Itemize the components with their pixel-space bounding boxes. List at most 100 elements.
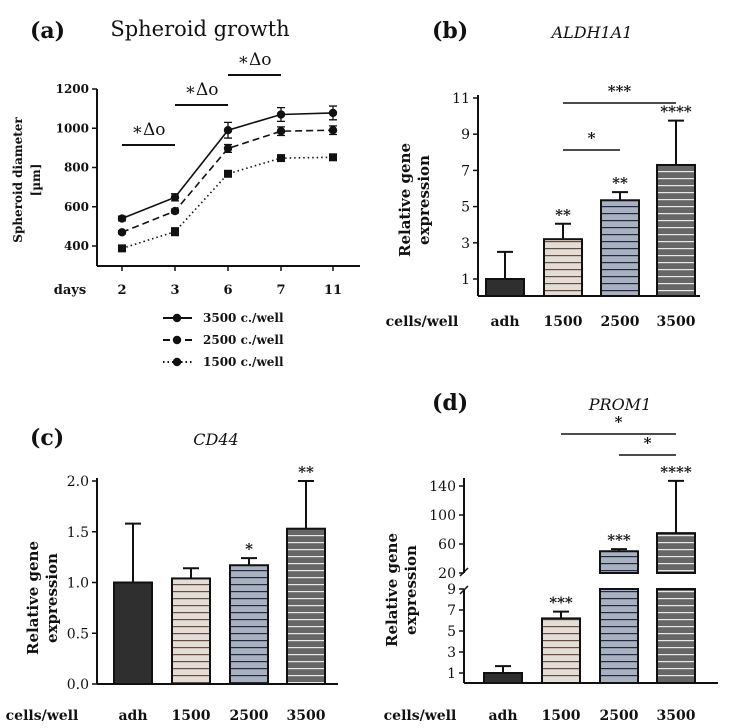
y-tick-label: 140 (429, 479, 456, 495)
series-line (121, 129, 334, 234)
x-tick-label: 6 (223, 283, 232, 298)
significance-label: ∗Δo (237, 50, 271, 70)
y-axis-label: Spheroid diameter (11, 117, 25, 243)
y-axis-label: Relative gene (383, 533, 401, 647)
significance-stars: ** (612, 174, 628, 192)
error-bar (497, 250, 513, 279)
bar-1500 (171, 567, 211, 685)
x-tick-label: adh (118, 708, 147, 724)
bar-segment-lower (599, 588, 639, 684)
significance-label: * (588, 129, 596, 147)
bar-adh (483, 665, 523, 684)
bar (656, 163, 696, 297)
axis-break-mark (459, 567, 469, 577)
chart-title: Spheroid growth (110, 17, 289, 41)
y-tick-label: 9 (447, 582, 456, 598)
x-tick-label: 3500 (287, 708, 326, 724)
y-tick-label: 1.0 (67, 576, 89, 592)
legend-label: 3500 c./well (203, 311, 284, 325)
bar-3500 (656, 479, 696, 684)
data-point (117, 214, 127, 223)
series-1500 (118, 153, 337, 253)
significance-stars: * (245, 540, 253, 558)
bar (483, 672, 523, 684)
x-tick-label: 1500 (172, 708, 211, 724)
bar (229, 564, 269, 685)
y-tick-label: 1 (461, 272, 470, 288)
y-axis-label: expression (43, 553, 61, 643)
significance-label: ∗Δo (184, 80, 218, 100)
x-axis-label: cells/well (386, 314, 459, 330)
y-axis-label: expression (415, 155, 433, 245)
y-tick-label: 1.5 (67, 525, 89, 541)
bar (171, 577, 211, 685)
chart-title: PROM1 (588, 395, 652, 414)
x-tick-label: 7 (276, 283, 285, 298)
y-axis-label: Relative gene (24, 541, 42, 655)
y-tick-label: 0.5 (67, 626, 89, 642)
data-point (276, 110, 286, 119)
bar-adh (113, 522, 153, 685)
x-tick-label: 3500 (657, 314, 696, 330)
panel-label: (c) (30, 425, 64, 451)
x-tick-label: 2 (117, 283, 126, 298)
data-point (277, 154, 285, 163)
error-bar (495, 665, 511, 673)
panel-label: (a) (30, 18, 65, 44)
data-point (118, 244, 126, 253)
bar-2500 (599, 548, 639, 684)
y-tick-label: 1200 (56, 82, 89, 96)
y-tick-label: 5 (461, 200, 470, 216)
x-tick-label: 2500 (230, 708, 269, 724)
significance-label: ∗Δo (131, 120, 165, 140)
bar (543, 238, 583, 297)
data-point (328, 126, 338, 135)
bar (485, 278, 525, 297)
axis-break-mark (459, 585, 469, 595)
legend-marker (172, 313, 182, 323)
significance-stars: *** (607, 531, 631, 549)
error-bar (298, 480, 314, 529)
x-tick-label: 3500 (657, 708, 696, 724)
data-point (224, 169, 232, 178)
panel-d-chart: (d) PROM1 1 3 5 7 920 60 100 140 Relative gene expr… (383, 390, 718, 724)
bar-segment-upper (656, 532, 696, 574)
series-line (121, 156, 334, 250)
y-axis-label: expression (402, 545, 420, 635)
error-bar (553, 610, 569, 619)
bar-3500 (286, 480, 326, 686)
legend-label: 1500 c./well (203, 355, 284, 369)
data-point (170, 193, 180, 202)
legend-label: 2500 c./well (203, 333, 284, 347)
bar-segment-upper (599, 550, 639, 574)
y-tick-label: 400 (64, 239, 89, 253)
error-bar (241, 557, 257, 566)
y-tick-label: 7 (447, 603, 456, 619)
panel-label: (d) (432, 390, 468, 416)
series-2500 (117, 125, 338, 237)
error-bar (668, 119, 684, 165)
data-point (171, 227, 179, 236)
y-tick-label: 9 (461, 127, 470, 143)
y-tick-label: 5 (447, 624, 456, 640)
significance-stars: ** (555, 206, 571, 224)
legend-marker (172, 357, 182, 367)
panel-label: (b) (432, 18, 468, 44)
x-axis-label: cells/well (6, 708, 79, 724)
bar-segment-lower (656, 588, 696, 684)
data-point (329, 153, 337, 162)
y-tick-label: 60 (438, 537, 456, 553)
bar-2500 (229, 557, 269, 685)
data-point (170, 206, 180, 216)
significance-stars: *** (549, 594, 573, 612)
y-tick-label: 100 (429, 508, 456, 524)
legend-marker (172, 335, 182, 345)
x-axis-label: cells/well (384, 708, 457, 724)
x-tick-label: 2500 (601, 314, 640, 330)
bar-1500 (543, 222, 583, 297)
y-axis-label: Relative gene (396, 143, 414, 257)
x-tick-label: 1500 (544, 314, 583, 330)
significance-label: * (615, 413, 623, 431)
y-tick-label: 0.0 (67, 677, 89, 693)
